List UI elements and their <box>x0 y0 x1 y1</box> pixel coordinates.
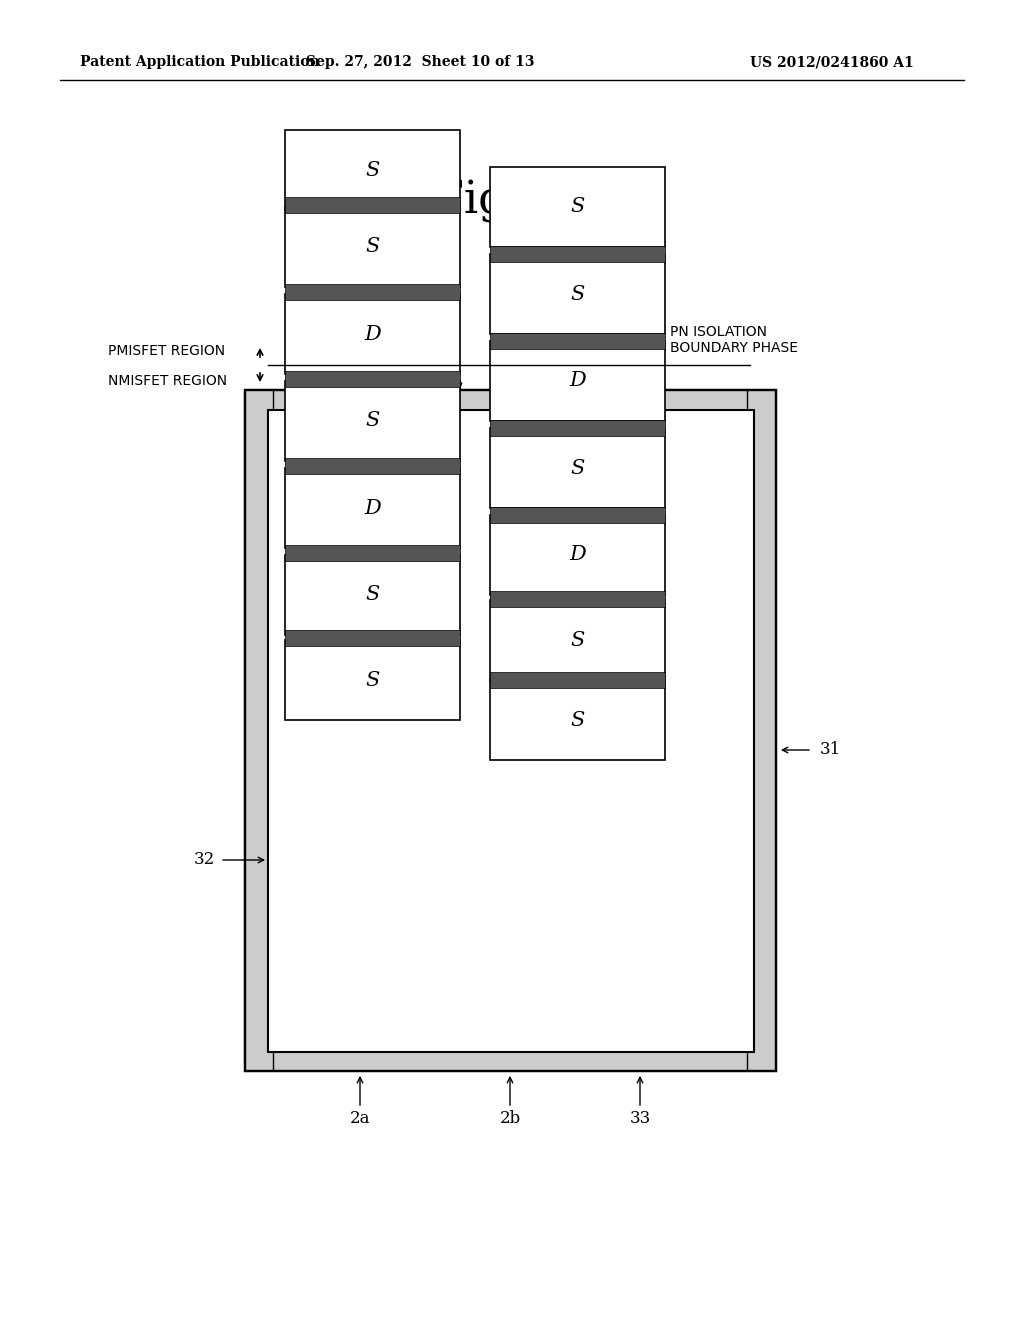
Bar <box>285 284 460 300</box>
Bar <box>490 341 665 421</box>
Text: S: S <box>366 161 380 180</box>
Text: 2a: 2a <box>350 1110 371 1127</box>
Bar <box>490 246 665 261</box>
Text: 31: 31 <box>820 742 842 759</box>
Bar <box>490 333 665 348</box>
Text: S: S <box>570 285 585 304</box>
Text: S: S <box>570 458 585 478</box>
Text: D: D <box>365 325 381 343</box>
Text: S: S <box>570 710 585 730</box>
Text: S: S <box>366 238 380 256</box>
Bar <box>490 680 665 760</box>
Text: D: D <box>569 371 586 391</box>
Text: d: d <box>470 624 480 638</box>
Bar <box>490 253 665 334</box>
Bar <box>285 640 460 719</box>
Text: D: D <box>569 545 586 565</box>
Text: S: S <box>570 198 585 216</box>
Bar <box>285 381 460 461</box>
Text: 32: 32 <box>194 851 215 869</box>
Text: Sep. 27, 2012  Sheet 10 of 13: Sep. 27, 2012 Sheet 10 of 13 <box>306 55 535 69</box>
Bar <box>490 507 665 523</box>
Bar <box>490 672 665 688</box>
Bar <box>245 389 775 1071</box>
Text: S: S <box>366 586 380 605</box>
Text: PMISFET REGION: PMISFET REGION <box>108 345 225 358</box>
Text: S: S <box>570 631 585 649</box>
Text: PN ISOLATION
BOUNDARY PHASE: PN ISOLATION BOUNDARY PHASE <box>670 325 798 355</box>
Bar <box>490 601 665 680</box>
Bar <box>285 469 460 548</box>
Text: NMISFET REGION: NMISFET REGION <box>108 374 227 388</box>
Bar <box>285 129 460 210</box>
Bar <box>285 458 460 474</box>
Bar <box>285 207 460 286</box>
Text: S: S <box>366 671 380 689</box>
Bar <box>490 420 665 436</box>
Bar <box>285 554 460 635</box>
Text: Fig. 16: Fig. 16 <box>433 178 591 222</box>
Bar <box>490 591 665 607</box>
Bar <box>285 371 460 387</box>
Bar <box>285 197 460 213</box>
Text: Patent Application Publication: Patent Application Publication <box>80 55 319 69</box>
Bar <box>285 630 460 645</box>
Text: 34: 34 <box>439 360 461 378</box>
Bar <box>490 515 665 595</box>
Bar <box>268 411 754 1052</box>
Text: 2b: 2b <box>500 1110 520 1127</box>
Bar <box>285 545 460 561</box>
Text: 33: 33 <box>630 1110 650 1127</box>
Bar <box>245 1041 775 1071</box>
Text: US 2012/0241860 A1: US 2012/0241860 A1 <box>750 55 913 69</box>
Bar <box>490 428 665 508</box>
Bar <box>245 389 775 418</box>
Bar <box>245 389 273 1071</box>
Bar <box>746 389 775 1071</box>
Text: S: S <box>366 412 380 430</box>
Bar <box>285 294 460 374</box>
Text: D: D <box>365 499 381 517</box>
Bar <box>490 168 665 247</box>
